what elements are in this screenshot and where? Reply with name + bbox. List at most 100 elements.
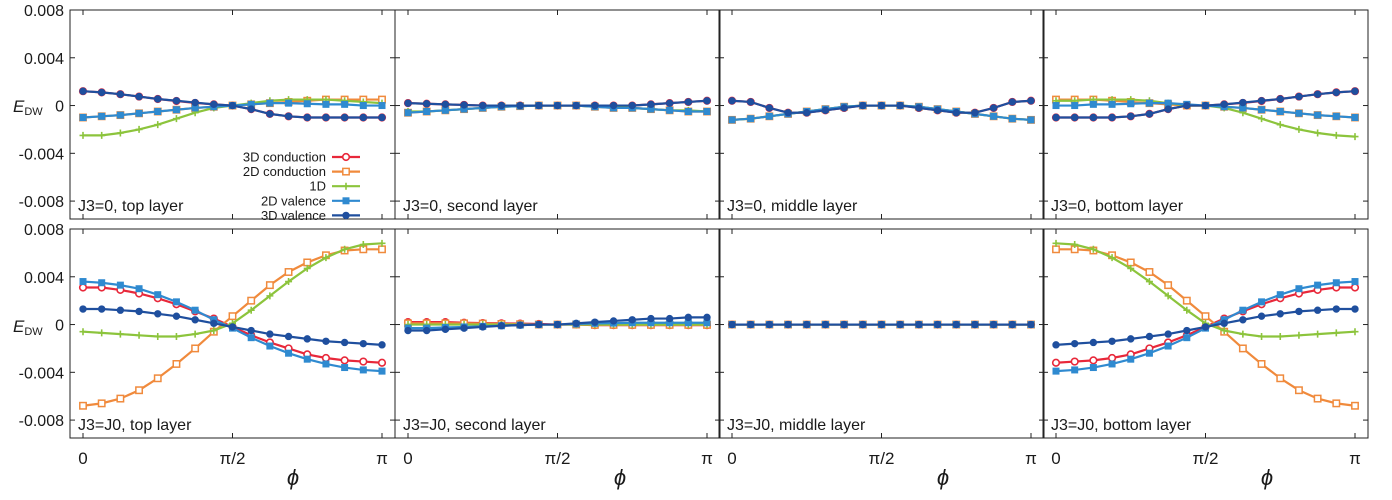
data-point xyxy=(1145,349,1153,357)
y-tick-label: -0.004 xyxy=(19,146,64,163)
data-point xyxy=(665,99,674,107)
data-point xyxy=(154,121,162,129)
data-point xyxy=(1108,337,1116,345)
data-point xyxy=(404,326,412,335)
panel-5: 0.008 0.004 0 -0.004 -0.008 0 π/2 π J3=J0, top l… xyxy=(19,222,396,468)
data-point xyxy=(1276,95,1284,103)
data-point xyxy=(116,111,124,119)
data-point xyxy=(1332,329,1340,337)
data-point xyxy=(784,320,792,329)
data-point xyxy=(647,100,655,109)
data-point xyxy=(572,101,580,110)
data-point xyxy=(859,101,867,110)
panels-group: 0.008 0.004 0 -0.004 -0.008 J3=0, top layer J3… xyxy=(19,3,1369,468)
data-point xyxy=(1108,254,1116,262)
data-point xyxy=(266,342,274,350)
data-point xyxy=(516,101,524,110)
data-point xyxy=(1051,358,1061,367)
legend-marker xyxy=(341,152,351,162)
data-point xyxy=(154,291,162,299)
data-point xyxy=(647,314,655,323)
panel-6: 0 π/2 π J3=J0, second layer xyxy=(394,228,721,468)
data-point xyxy=(359,339,368,348)
data-point xyxy=(322,254,330,262)
data-point xyxy=(1052,239,1060,247)
data-point xyxy=(341,245,349,253)
data-point xyxy=(553,320,562,329)
data-point xyxy=(172,312,181,320)
data-point xyxy=(172,332,180,340)
series-3d-valence xyxy=(728,97,1035,117)
data-point xyxy=(266,99,274,107)
data-point xyxy=(1127,112,1135,120)
legend-item-1d: 1D xyxy=(309,179,360,194)
data-point xyxy=(1182,296,1191,305)
data-point xyxy=(154,108,162,116)
data-point xyxy=(284,268,293,276)
series-3d-valence xyxy=(404,313,711,335)
data-point xyxy=(1027,320,1035,329)
data-point xyxy=(933,106,942,115)
legend-label: 3D conduction xyxy=(243,150,326,165)
data-point xyxy=(1089,113,1098,122)
data-point xyxy=(303,335,311,343)
panel-7: 0 π/2 π J3=J0, middle layer xyxy=(718,228,1045,468)
data-point xyxy=(765,320,774,329)
x-tick-label: 0 xyxy=(727,449,736,468)
data-point xyxy=(1070,357,1079,366)
data-point xyxy=(322,337,330,345)
data-point xyxy=(1008,98,1017,106)
data-point xyxy=(1164,281,1173,290)
data-point xyxy=(1295,331,1303,339)
data-point xyxy=(1295,92,1303,101)
data-point xyxy=(135,92,143,101)
data-point xyxy=(210,319,218,328)
data-point xyxy=(322,100,330,108)
x-tick-label: π xyxy=(376,449,388,468)
data-point xyxy=(191,330,199,338)
data-point xyxy=(404,109,412,117)
data-point xyxy=(1314,129,1322,137)
data-point xyxy=(378,113,386,122)
data-point xyxy=(378,367,386,375)
data-point xyxy=(1052,341,1060,349)
data-point xyxy=(1220,327,1228,335)
panel-title: J3=0, bottom layer xyxy=(1051,198,1184,215)
data-point xyxy=(266,292,274,300)
data-point xyxy=(609,317,618,325)
data-point xyxy=(1089,356,1098,365)
data-point xyxy=(97,88,106,97)
data-point xyxy=(684,313,693,322)
data-point xyxy=(628,316,636,324)
data-point xyxy=(378,341,386,349)
data-point xyxy=(1089,100,1097,108)
legend-marker xyxy=(342,211,350,220)
data-point xyxy=(1351,278,1359,286)
data-point xyxy=(1201,312,1210,321)
panel-title: J3=J0, bottom layer xyxy=(1051,417,1192,434)
data-point xyxy=(1239,98,1247,107)
data-point xyxy=(1351,328,1359,336)
data-point xyxy=(423,108,431,116)
x-tick-label: π xyxy=(1025,449,1037,468)
data-point xyxy=(572,319,580,328)
panel-title: J3=J0, middle layer xyxy=(727,417,866,434)
x-tick-label: π xyxy=(701,449,713,468)
data-point xyxy=(135,331,143,339)
data-point xyxy=(1183,306,1191,314)
data-point xyxy=(79,113,87,121)
data-point xyxy=(1332,279,1340,287)
data-point xyxy=(78,283,88,292)
data-point xyxy=(1257,97,1266,105)
data-point xyxy=(1314,111,1322,119)
data-point xyxy=(1164,292,1172,300)
panel-title: J3=J0, second layer xyxy=(403,417,546,434)
legend-label: 3D valence xyxy=(261,208,326,223)
panel-3: J3=0, middle layer xyxy=(718,9,1045,220)
data-point xyxy=(322,113,330,122)
data-point xyxy=(1127,335,1135,343)
data-point xyxy=(79,328,87,336)
figure-labels: EDW EDW ϕ ϕ ϕ ϕ xyxy=(13,97,1273,490)
data-point xyxy=(479,323,487,331)
data-point xyxy=(803,109,811,117)
